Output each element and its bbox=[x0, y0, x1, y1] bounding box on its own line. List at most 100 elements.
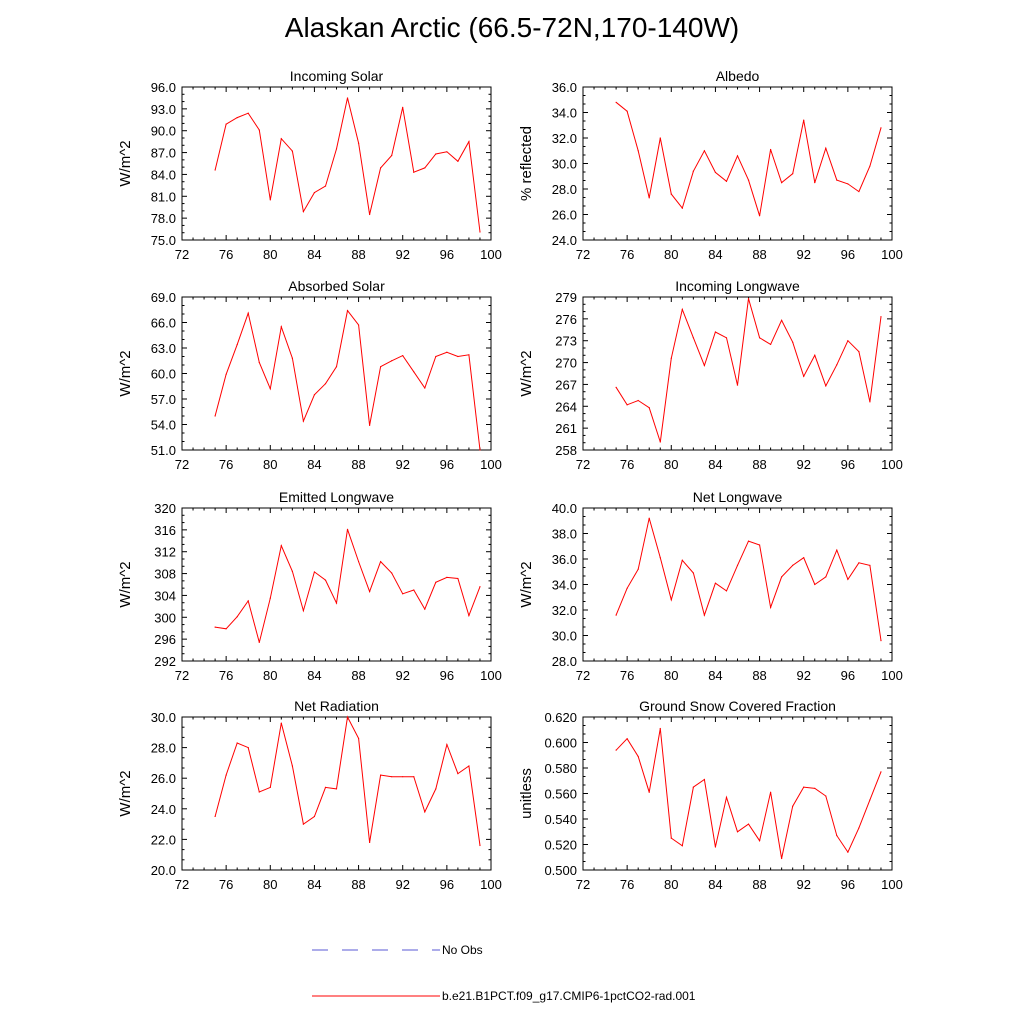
data-point bbox=[324, 185, 327, 187]
data-point bbox=[847, 851, 849, 853]
data-point bbox=[847, 578, 849, 581]
data-point bbox=[236, 616, 238, 618]
data-point bbox=[670, 193, 672, 195]
panel-title: Incoming Solar bbox=[290, 68, 384, 84]
x-tick-label: 100 bbox=[881, 457, 903, 472]
data-point bbox=[825, 147, 827, 149]
data-point bbox=[814, 583, 816, 586]
data-point bbox=[836, 549, 838, 551]
data-point bbox=[615, 386, 617, 388]
y-axis-label: W/m^2 bbox=[518, 350, 535, 396]
data-point bbox=[369, 424, 371, 426]
y-tick-label: 26.0 bbox=[552, 208, 577, 223]
y-tick-label: 54.0 bbox=[151, 418, 176, 433]
data-point bbox=[214, 626, 216, 628]
data-point bbox=[236, 117, 238, 119]
data-point bbox=[681, 559, 683, 561]
data-point bbox=[803, 557, 805, 559]
x-tick-label: 72 bbox=[576, 247, 590, 262]
y-tick-label: 28.0 bbox=[552, 182, 577, 197]
data-point bbox=[269, 388, 271, 390]
x-tick-label: 76 bbox=[219, 877, 233, 892]
x-tick-label: 84 bbox=[307, 877, 321, 892]
data-point bbox=[825, 385, 827, 387]
data-point bbox=[302, 823, 304, 825]
data-point bbox=[302, 210, 304, 213]
y-tick-label: 258 bbox=[555, 443, 577, 458]
data-point bbox=[269, 597, 271, 599]
plot-frame bbox=[181, 296, 492, 451]
y-tick-label: 34.0 bbox=[552, 106, 577, 121]
chart-panel: Net Radiation W/m^2 72 76 80 84 88 92 96 100 20.0 2… bbox=[117, 698, 502, 892]
data-point bbox=[626, 404, 628, 406]
y-tick-label: 0.620 bbox=[544, 710, 577, 725]
data-point bbox=[670, 599, 672, 601]
y-tick-label: 75.0 bbox=[151, 233, 176, 248]
x-tick-label: 84 bbox=[307, 457, 321, 472]
plot-frame bbox=[582, 86, 893, 241]
y-tick-label: 30.0 bbox=[552, 629, 577, 644]
data-point bbox=[803, 375, 805, 378]
y-tick-label: 84.0 bbox=[151, 167, 176, 182]
data-point bbox=[714, 331, 717, 333]
y-tick-label: 28.0 bbox=[552, 654, 577, 669]
data-point bbox=[659, 557, 661, 559]
y-axis-label: % reflected bbox=[518, 126, 535, 201]
data-point bbox=[670, 837, 672, 839]
chart-panel: Incoming Longwave W/m^2 72 76 80 84 88 92 96 100 2… bbox=[518, 278, 903, 472]
y-tick-label: 0.520 bbox=[544, 838, 577, 853]
data-point bbox=[781, 857, 783, 860]
data-point bbox=[858, 190, 860, 193]
data-point bbox=[758, 544, 761, 546]
data-point bbox=[770, 606, 772, 609]
data-point bbox=[280, 722, 282, 724]
plot-frame bbox=[582, 716, 893, 871]
data-point bbox=[615, 749, 617, 751]
x-tick-label: 76 bbox=[219, 668, 233, 683]
x-tick-label: 96 bbox=[841, 247, 855, 262]
x-tick-label: 80 bbox=[664, 877, 678, 892]
data-point bbox=[258, 641, 260, 644]
data-point bbox=[247, 747, 249, 749]
data-point bbox=[758, 337, 761, 339]
chart-panel: Emitted Longwave W/m^2 72 76 80 84 88 92 96 100 29… bbox=[117, 489, 502, 683]
y-tick-label: 30.0 bbox=[151, 710, 176, 725]
data-point bbox=[659, 441, 661, 443]
x-tick-label: 72 bbox=[576, 877, 590, 892]
panel-title: Ground Snow Covered Fraction bbox=[639, 698, 836, 714]
y-tick-label: 32.0 bbox=[552, 603, 577, 618]
data-point bbox=[380, 774, 382, 776]
y-tick-label: 24.0 bbox=[552, 233, 577, 248]
x-tick-label: 100 bbox=[881, 877, 903, 892]
data-point bbox=[747, 297, 750, 300]
data-point bbox=[637, 150, 639, 152]
data-point bbox=[424, 608, 426, 610]
data-point bbox=[626, 738, 628, 740]
data-point bbox=[380, 366, 382, 368]
panel-title: Absorbed Solar bbox=[288, 278, 385, 294]
x-tick-label: 72 bbox=[576, 457, 590, 472]
y-tick-label: 0.560 bbox=[544, 787, 577, 802]
x-tick-label: 100 bbox=[480, 457, 502, 472]
data-point bbox=[369, 841, 371, 844]
data-point bbox=[446, 151, 448, 153]
data-point bbox=[302, 420, 304, 422]
y-tick-label: 63.0 bbox=[151, 341, 176, 356]
x-tick-label: 80 bbox=[263, 457, 277, 472]
data-point bbox=[880, 771, 882, 773]
data-point bbox=[402, 776, 404, 778]
data-point bbox=[792, 173, 794, 175]
data-point bbox=[313, 192, 316, 194]
x-tick-label: 88 bbox=[351, 877, 365, 892]
y-tick-label: 57.0 bbox=[151, 392, 176, 407]
data-point bbox=[703, 614, 705, 616]
series-line bbox=[615, 298, 882, 443]
data-point bbox=[247, 600, 249, 602]
x-tick-label: 92 bbox=[395, 668, 409, 683]
data-point bbox=[615, 614, 617, 616]
x-tick-label: 88 bbox=[752, 457, 766, 472]
data-point bbox=[247, 112, 249, 114]
data-point bbox=[692, 786, 694, 788]
data-point bbox=[225, 373, 227, 375]
data-point bbox=[758, 215, 761, 217]
